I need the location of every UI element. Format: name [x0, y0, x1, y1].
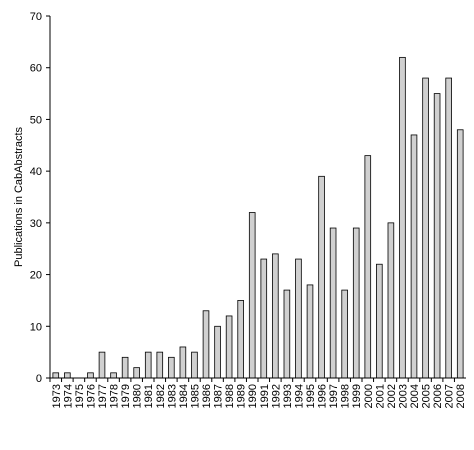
x-tick-label: 2003: [397, 384, 409, 408]
y-tick-label: 40: [30, 166, 42, 178]
bar-1990: [248, 212, 256, 379]
y-axis-title: Publications in CabAbstracts: [13, 126, 25, 267]
bar-1980: [133, 367, 140, 379]
x-tick-label: 1988: [224, 384, 236, 408]
x-tick-label: 1974: [62, 384, 74, 408]
x-tick-label: 1989: [236, 384, 248, 408]
x-tick-label: 1997: [328, 384, 340, 408]
bar-1973: [52, 372, 60, 379]
bar-1976: [87, 372, 94, 379]
bar-1974: [64, 372, 71, 379]
x-axis-ticks: 1973 1974 1975 1976 1977 1978 1979 1980 1981 1982…: [49, 378, 467, 408]
x-tick-label: 1982: [155, 384, 167, 408]
x-tick-label: 2006: [432, 384, 444, 408]
bar-1988: [225, 315, 233, 379]
bar-2004: [410, 134, 418, 379]
bar-1979: [121, 356, 129, 379]
bar-1999: [352, 227, 360, 379]
x-tick-label: 1986: [201, 384, 213, 408]
x-tick-label: 1990: [247, 384, 259, 408]
bar-1984: [179, 346, 187, 379]
bar-1977: [98, 351, 106, 379]
y-tick-label: 20: [30, 270, 42, 282]
x-tick-label: 1978: [109, 384, 121, 408]
bar-1991: [260, 258, 268, 379]
bar-2008: [456, 129, 464, 379]
y-tick-label: 70: [30, 11, 42, 23]
y-tick-label: 10: [30, 321, 42, 333]
bar-2002: [387, 222, 395, 379]
y-tick-label: 30: [30, 218, 42, 230]
x-tick-label: 2008: [455, 384, 467, 408]
x-tick-label: 1975: [74, 384, 86, 408]
x-tick-label: 2005: [421, 384, 433, 408]
bar-2001: [376, 263, 383, 379]
bar-1993: [283, 289, 291, 379]
bar-2007: [445, 77, 452, 379]
x-tick-label: 2000: [363, 384, 375, 408]
x-tick-label: 1981: [143, 384, 155, 408]
bar-1982: [156, 351, 164, 379]
x-tick-label: 1977: [97, 384, 109, 408]
x-tick-label: 1985: [189, 384, 201, 408]
y-tick-label: 0: [36, 373, 42, 385]
bar-1997: [329, 227, 337, 379]
bar-2006: [433, 93, 441, 379]
bar-1987: [214, 325, 221, 379]
bar-1981: [144, 351, 152, 379]
x-tick-label: 1994: [293, 384, 305, 408]
bar-2005: [422, 77, 429, 379]
x-tick-label: 2007: [444, 384, 456, 408]
y-axis-ticks: 0 10 20 30 40 50 60 70: [30, 11, 50, 385]
bar-1994: [295, 258, 302, 379]
bar-1992: [272, 253, 279, 379]
bar-1983: [168, 356, 175, 379]
bar-1978: [110, 372, 117, 379]
bar-1985: [191, 351, 198, 379]
x-tick-label: 1998: [340, 384, 352, 408]
x-tick-label: 1973: [51, 384, 63, 408]
x-tick-label: 1976: [85, 384, 97, 408]
x-tick-label: 1983: [166, 384, 178, 408]
bar-1986: [202, 310, 210, 379]
bar-2000: [364, 155, 372, 379]
bar-1995: [306, 284, 314, 379]
x-tick-label: 1991: [259, 384, 271, 408]
bar-2003: [399, 56, 406, 379]
x-tick-label: 1996: [317, 384, 329, 408]
x-tick-label: 1987: [213, 384, 225, 408]
bars: [52, 56, 464, 379]
y-tick-label: 60: [30, 63, 42, 75]
bar-1998: [341, 289, 348, 379]
x-tick-label: 1995: [305, 384, 317, 408]
x-tick-label: 1999: [351, 384, 363, 408]
x-tick-label: 2004: [409, 384, 421, 408]
y-tick-label: 50: [30, 114, 42, 126]
x-tick-label: 1979: [120, 384, 132, 408]
x-tick-label: 2001: [374, 384, 386, 408]
x-tick-label: 1992: [270, 384, 282, 408]
bar-1989: [237, 300, 244, 379]
x-tick-label: 1980: [132, 384, 144, 408]
x-tick-label: 1984: [178, 384, 190, 408]
x-tick-label: 1993: [282, 384, 294, 408]
x-tick-label: 2002: [386, 384, 398, 408]
bar-1996: [318, 175, 325, 379]
